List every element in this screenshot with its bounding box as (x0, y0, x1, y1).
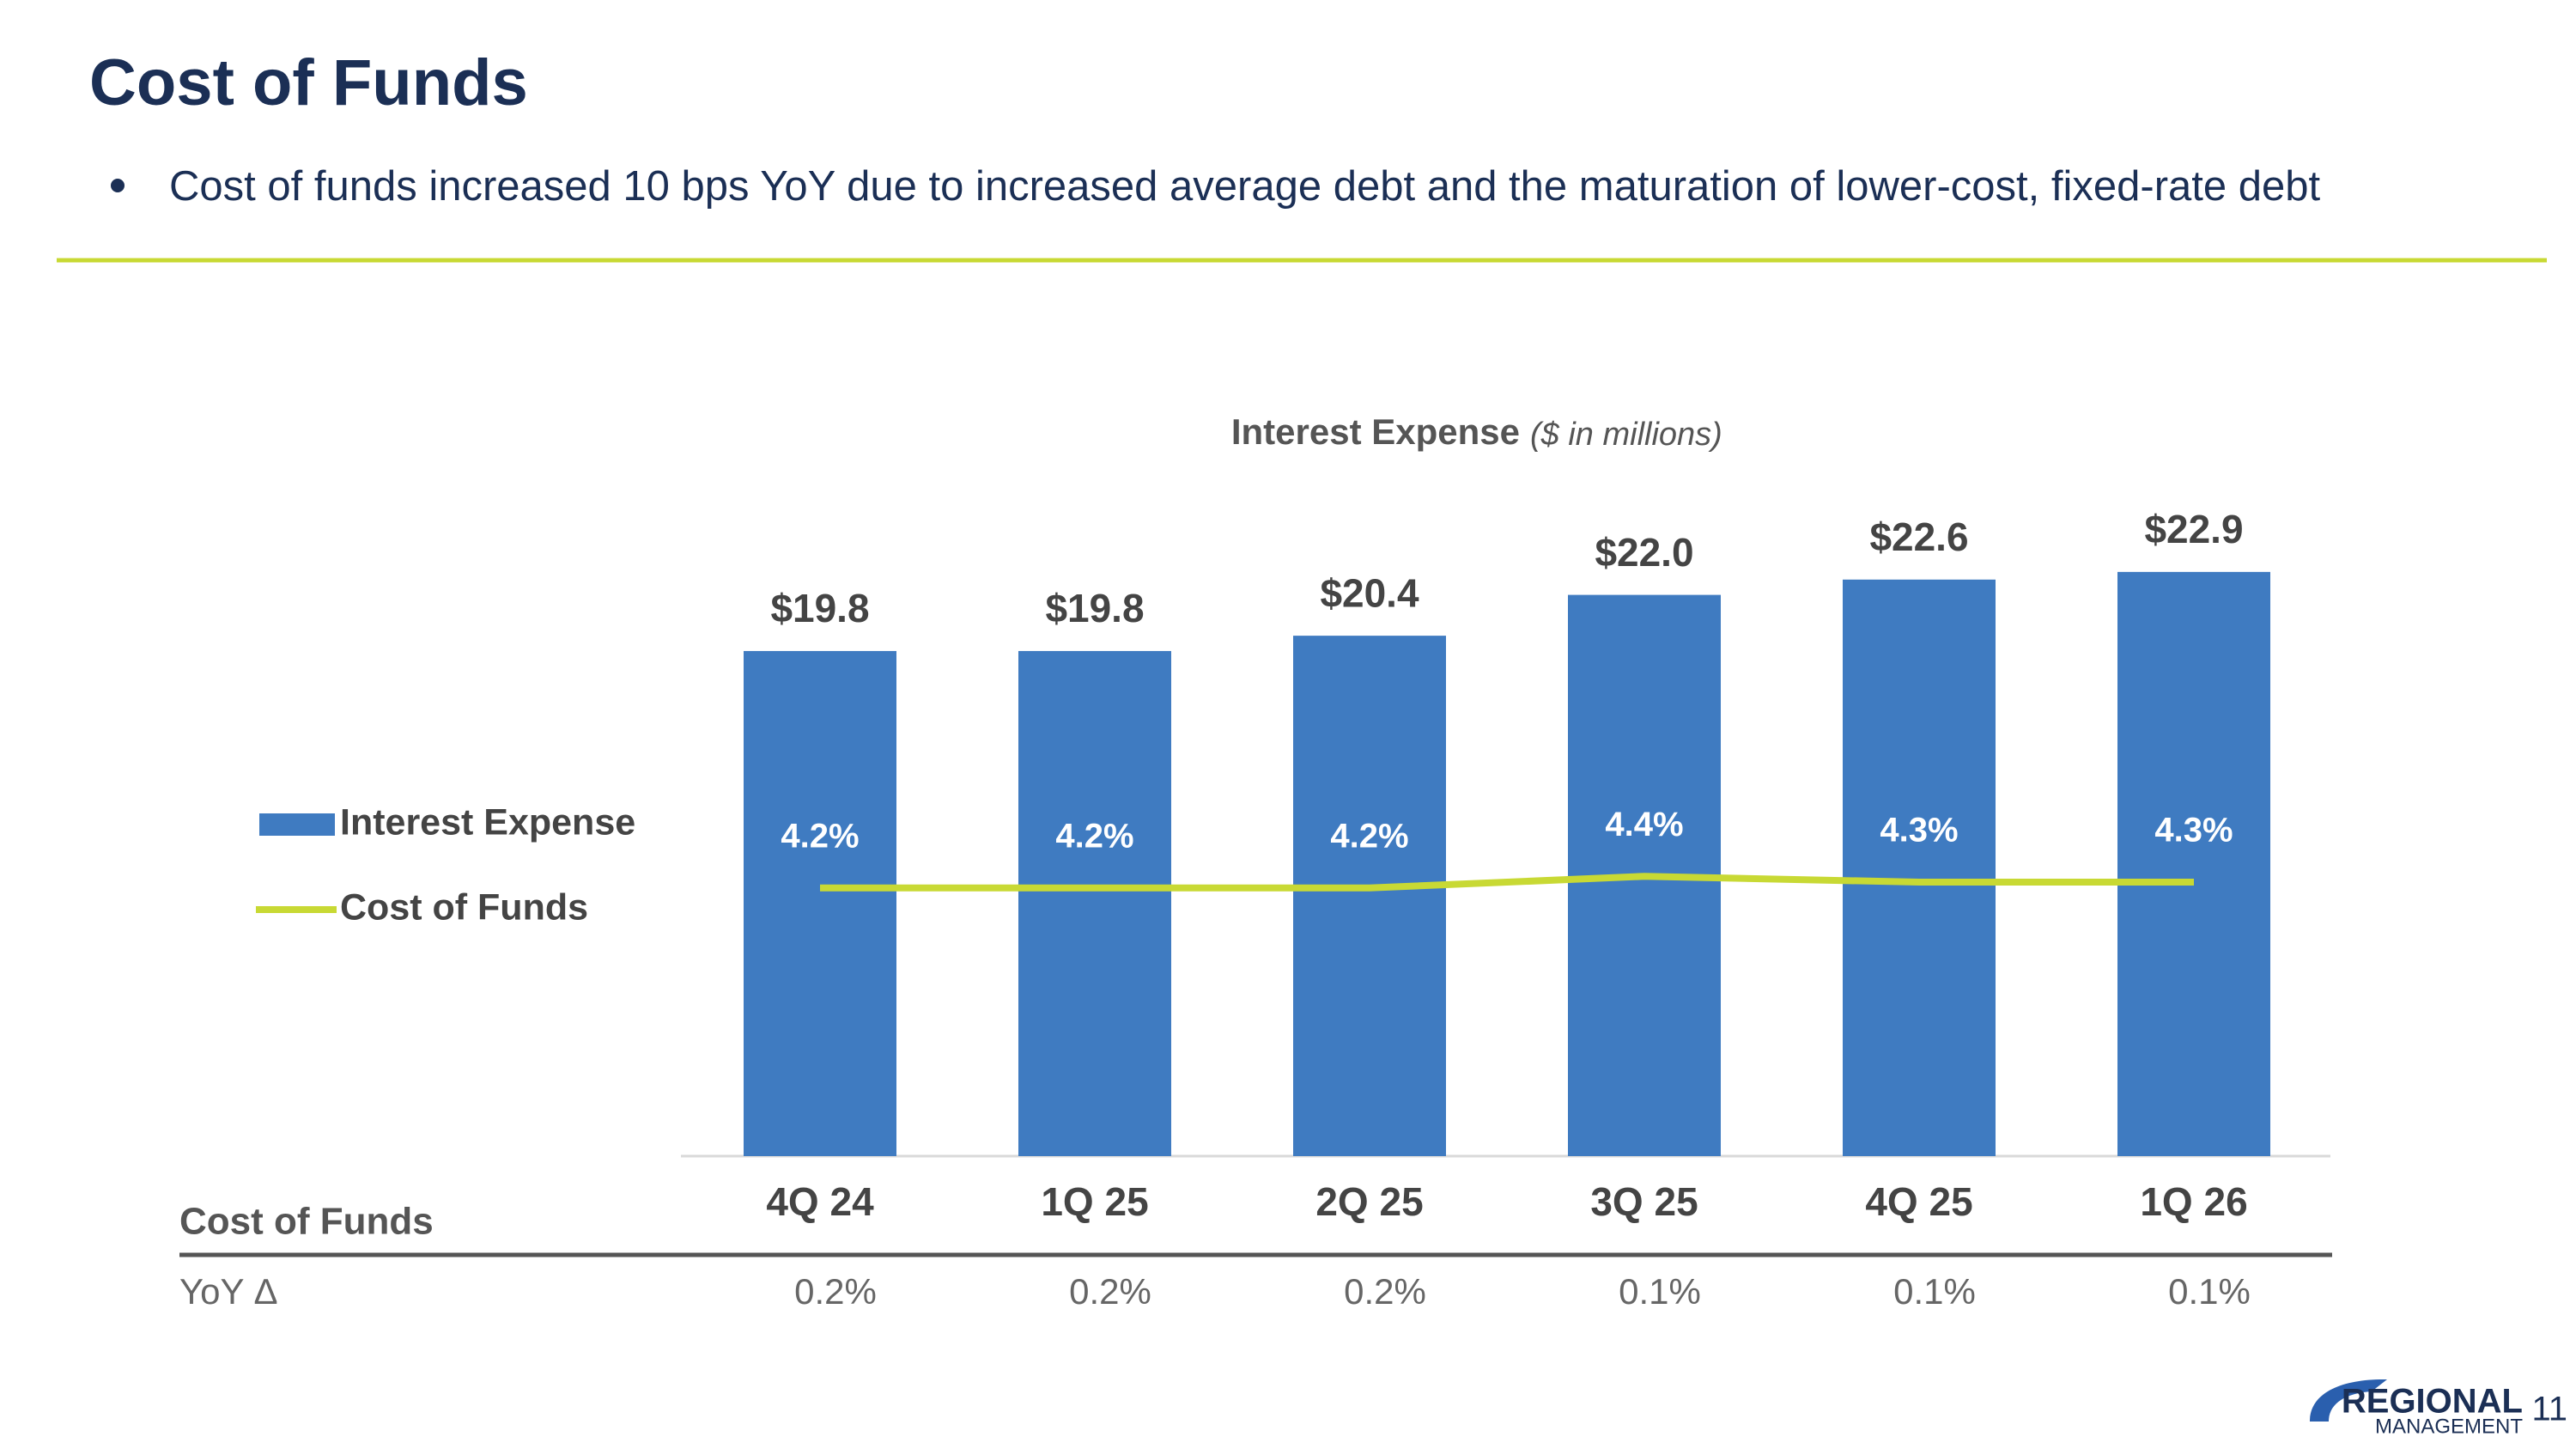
chart-subtitle: ($ in millions) (1530, 417, 1722, 453)
x-tick-label: 3Q 25 (1590, 1179, 1698, 1224)
table-cell: 0.1% (2168, 1271, 2251, 1312)
logo-bottom: MANAGEMENT (2375, 1415, 2523, 1438)
table-title: Cost of Funds (179, 1201, 434, 1243)
line-value-label: 4.4% (1605, 806, 1683, 843)
legend-swatch (259, 813, 335, 836)
line-value-label: 4.2% (1330, 817, 1408, 855)
line-value-label: 4.2% (781, 817, 859, 855)
x-tick-label: 1Q 25 (1041, 1179, 1148, 1224)
chart-title: Interest Expense (1231, 411, 1520, 452)
table-row-label: YoY Δ (179, 1271, 278, 1312)
logo-swoosh (2310, 1379, 2387, 1422)
x-tick-label: 2Q 25 (1315, 1179, 1423, 1224)
line-value-label: 4.3% (2154, 812, 2233, 849)
bar-value-label: $19.8 (1045, 586, 1144, 630)
table-cell: 0.2% (794, 1271, 877, 1312)
bullet-dot (111, 179, 125, 192)
bar (1018, 650, 1171, 1156)
line (820, 873, 2194, 892)
bullet-text: Cost of funds increased 10 bps YoY due t… (169, 163, 2321, 210)
table-cell: 0.2% (1069, 1271, 1151, 1312)
bar-value-label: $20.4 (1320, 570, 1419, 615)
table-cell: 0.1% (1893, 1271, 1976, 1312)
table-cell: 0.1% (1619, 1271, 1701, 1312)
bar (1843, 579, 1996, 1156)
line-value-label: 4.3% (1880, 812, 1958, 849)
legend-label: Cost of Funds (340, 886, 588, 928)
bar (2117, 571, 2270, 1156)
bar (744, 650, 896, 1156)
bar-value-label: $19.8 (770, 586, 869, 630)
bar-value-label: $22.9 (2144, 507, 2243, 551)
bar-value-label: $22.0 (1595, 530, 1693, 575)
bar (1293, 636, 1446, 1156)
bar-value-label: $22.6 (1869, 514, 1968, 559)
x-tick-label: 4Q 25 (1865, 1179, 1972, 1224)
line-value-label: 4.2% (1055, 817, 1133, 855)
legend-label: Interest Expense (340, 801, 635, 843)
page-number: 11 (2531, 1391, 2567, 1428)
logo-top: REGIONAL (2342, 1383, 2523, 1421)
x-tick-label: 4Q 24 (766, 1179, 874, 1224)
x-tick-label: 1Q 26 (2140, 1179, 2247, 1224)
table-cell: 0.2% (1344, 1271, 1426, 1312)
slide-title: Cost of Funds (89, 46, 528, 119)
